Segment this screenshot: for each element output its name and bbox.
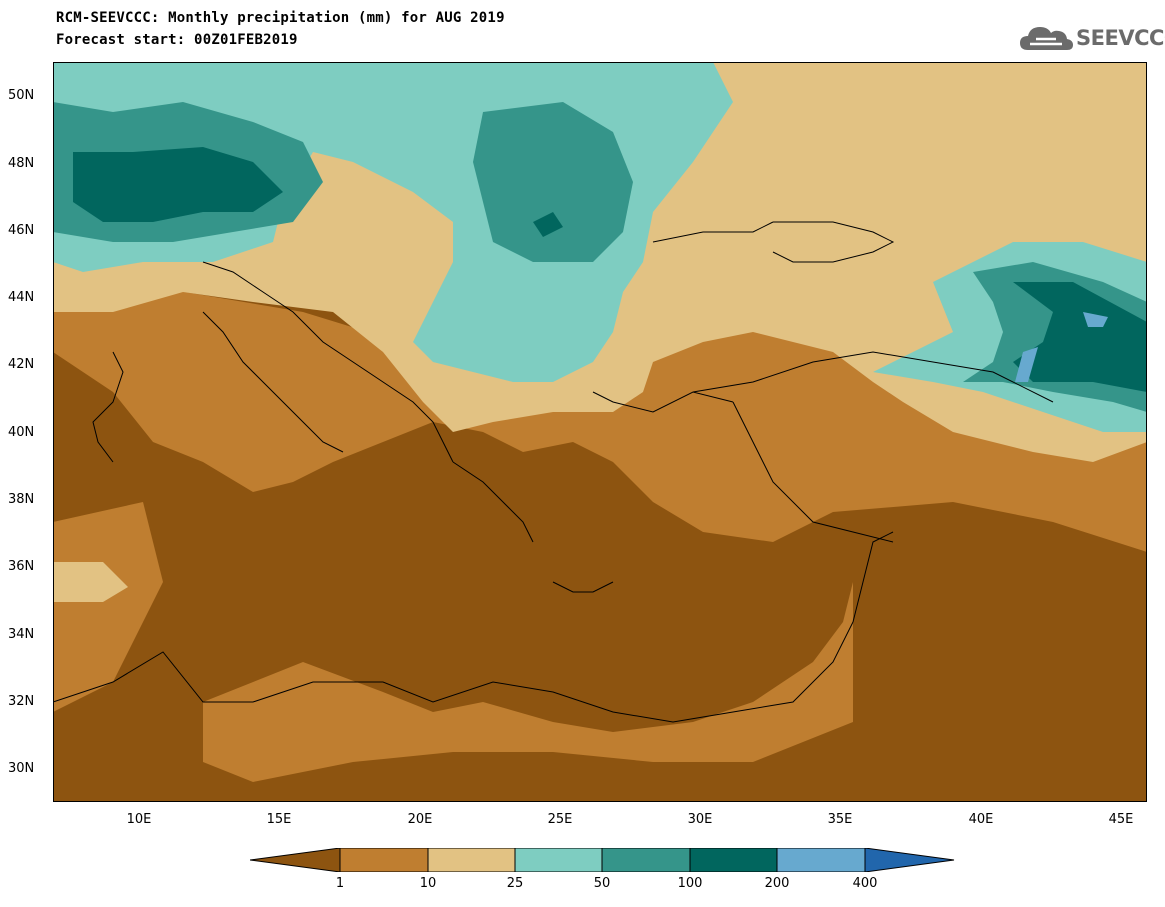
coastlines [53,221,1054,723]
precip-band-100-200-carpathians [533,212,563,237]
lon-label: 40E [968,812,994,827]
colorbar-label: 25 [506,876,524,891]
precip-band-100-200-caucasus [1013,282,1147,392]
lat-label: 44N [8,290,35,305]
colorbar-segment-25-50 [514,848,603,872]
precip-band-10-25-west [53,562,128,602]
logo-text: SEEVCCC [1076,26,1165,50]
colorbar-segment-50-100 [601,848,691,872]
lat-label: 30N [8,761,35,776]
lat-label: 34N [8,627,35,642]
lat-label: 42N [8,357,35,372]
precip-band-1-10-south2 [203,582,853,782]
colorbar-label: 400 [852,876,878,891]
lon-label: 15E [266,812,292,827]
lat-label: 50N [8,88,35,103]
lon-label: 20E [407,812,433,827]
colorbar-label: 100 [677,876,703,891]
lat-label: 38N [8,492,35,507]
lon-label: 35E [827,812,853,827]
colorbar-segment-below-1 [250,848,341,872]
cloud-icon [1020,27,1073,50]
colorbar-segment-above-400 [864,848,955,872]
lat-label: 46N [8,223,35,238]
colorbar-segment-10-25 [427,848,516,872]
lat-label: 48N [8,156,35,171]
precip-band-200-400-b [1015,347,1038,382]
colorbar-label: 200 [764,876,790,891]
lat-label: 40N [8,425,35,440]
colorbar-segment-200-400 [776,848,866,872]
chart-subtitle: Forecast start: 00Z01FEB2019 [56,32,298,48]
colorbar-segment-1-10 [339,848,429,872]
colorbar-segment-100-200 [689,848,778,872]
chart-title: RCM-SEEVCCC: Monthly precipitation (mm) … [56,10,505,26]
lat-label: 36N [8,559,35,574]
lon-label: 25E [547,812,573,827]
lat-label: 32N [8,694,35,709]
colorbar [250,848,955,872]
lon-label: 10E [126,812,152,827]
lon-label: 30E [687,812,713,827]
colorbar-label: 1 [335,876,345,891]
precipitation-map [53,62,1147,802]
colorbar-label: 50 [593,876,611,891]
precip-band-50-100-carpathians [473,102,633,262]
precip-band-200-400 [1083,312,1108,327]
seevccc-logo: SEEVCCC [1018,20,1165,60]
colorbar-label: 10 [419,876,437,891]
lon-label: 45E [1108,812,1134,827]
precip-band-1-10-south [53,502,163,712]
precip-band-100-200-alps [73,147,283,222]
